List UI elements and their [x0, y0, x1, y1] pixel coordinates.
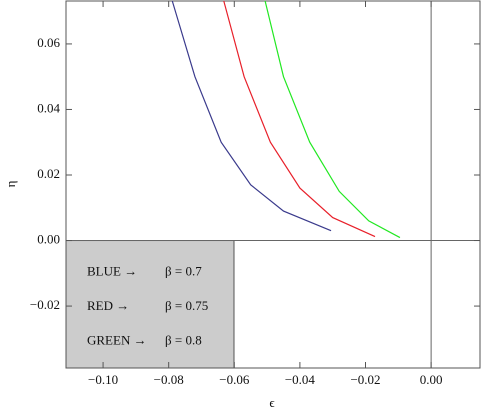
- x-tick-label: 0.00: [420, 372, 443, 387]
- series-line: [223, 0, 376, 238]
- legend-beta: β = 0.8: [165, 333, 202, 348]
- x-tick-label: −0.08: [154, 372, 184, 387]
- legend-name: BLUE →: [87, 264, 137, 279]
- series-line: [171, 0, 332, 232]
- y-axis-label: η: [3, 180, 18, 187]
- x-tick-label: −0.06: [219, 372, 250, 387]
- x-tick-label: −0.02: [350, 372, 380, 387]
- legend-beta: β = 0.7: [165, 264, 202, 279]
- legend-box: [65, 240, 235, 369]
- y-tick-label: 0.02: [37, 166, 60, 181]
- y-tick-label: 0.04: [37, 100, 60, 115]
- legend-name: GREEN →: [87, 333, 147, 348]
- x-tick-label: −0.10: [88, 372, 118, 387]
- y-tick-label: 0.06: [37, 35, 60, 50]
- series-line: [264, 0, 401, 239]
- plot-frame: [65, 0, 481, 369]
- x-axis-label: ϵ: [269, 395, 274, 410]
- legend-beta: β = 0.75: [165, 298, 208, 313]
- y-tick-label: −0.02: [30, 297, 60, 312]
- x-tick-label: −0.04: [285, 372, 316, 387]
- legend-name: RED →: [87, 298, 129, 313]
- y-tick-label: 0.00: [37, 232, 60, 247]
